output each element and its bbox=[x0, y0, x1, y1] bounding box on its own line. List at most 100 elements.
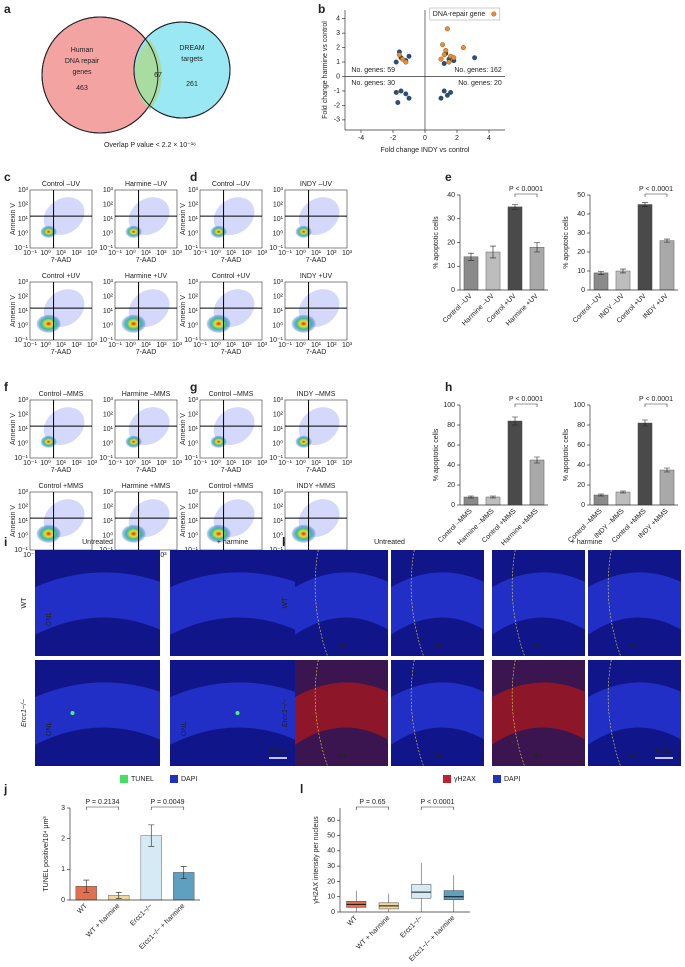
flow-x-tick: 10¹ bbox=[311, 250, 322, 257]
flow-x-tick: 10⁻¹ bbox=[108, 342, 122, 349]
tunel-spot bbox=[70, 711, 75, 715]
error-bar bbox=[642, 419, 648, 427]
flow-y-tick: 10¹ bbox=[273, 426, 284, 433]
flow-plot bbox=[114, 281, 178, 341]
flow-plot bbox=[29, 399, 93, 459]
flow-y-tick: 10⁰ bbox=[17, 229, 28, 237]
flow-x-tick: 10³ bbox=[87, 460, 98, 467]
panel-label: f bbox=[4, 380, 9, 394]
flow-x-tick: 10² bbox=[156, 250, 167, 257]
flow-x-label: 7-AAD bbox=[221, 349, 242, 356]
flow-y-tick: 10¹ bbox=[188, 216, 199, 223]
flow-y-tick: 10² bbox=[103, 503, 114, 510]
flow-x-tick: 10³ bbox=[257, 460, 268, 467]
layer-label: INL bbox=[337, 643, 348, 650]
flow-density bbox=[125, 435, 142, 448]
flow-x-tick: 10³ bbox=[257, 250, 268, 257]
flow-y-tick: 10¹ bbox=[103, 216, 114, 223]
flow-y-tick: 10⁰ bbox=[102, 531, 113, 539]
venn-overlap-count: 67 bbox=[154, 72, 162, 79]
y-tick-label: 20 bbox=[577, 482, 585, 489]
flow-density bbox=[295, 225, 312, 238]
flow-x-label: 7-AAD bbox=[136, 467, 157, 474]
image-column-label: Untreated bbox=[82, 539, 113, 546]
flow-x-tick: 10⁻¹ bbox=[23, 342, 37, 349]
point bbox=[398, 88, 404, 94]
flow-x-tick: 10⁻¹ bbox=[278, 250, 292, 257]
flow-x-tick: 10³ bbox=[87, 342, 98, 349]
p-value: P < 0.0001 bbox=[509, 396, 543, 403]
boundary bbox=[410, 549, 424, 657]
error-bar bbox=[468, 495, 474, 499]
flow-y-tick: 10⁰ bbox=[272, 439, 283, 447]
bar bbox=[637, 204, 653, 291]
flow-y-tick: 10¹ bbox=[273, 216, 284, 223]
point bbox=[438, 56, 444, 62]
flow-y-tick: 10² bbox=[103, 411, 114, 418]
point bbox=[440, 42, 446, 48]
y-tick-label: 0 bbox=[336, 73, 340, 80]
flow-y-tick: 10³ bbox=[103, 187, 114, 194]
flow-x-tick: 10¹ bbox=[226, 250, 237, 257]
boundary bbox=[607, 659, 621, 767]
y-tick-label: 10 bbox=[447, 263, 455, 270]
venn-left-label: DNA repair bbox=[65, 58, 100, 65]
point bbox=[441, 88, 447, 94]
point bbox=[460, 45, 466, 51]
flow-y-tick: 10⁻¹ bbox=[14, 547, 28, 554]
flow-y-tick: 10¹ bbox=[103, 426, 114, 433]
error-bar bbox=[598, 271, 604, 275]
layer-label: INL bbox=[534, 643, 545, 650]
p-value: P < 0.0001 bbox=[639, 186, 673, 193]
bar bbox=[615, 270, 631, 291]
flow-y-tick: 10⁰ bbox=[272, 229, 283, 237]
flow-y-tick: 10⁰ bbox=[187, 439, 198, 447]
y-tick-label: 20 bbox=[327, 878, 335, 885]
flow-y-tick: 10³ bbox=[273, 397, 284, 404]
flow-y-tick: 10¹ bbox=[18, 216, 29, 223]
x-tick-label: 2 bbox=[455, 135, 459, 142]
error-bar bbox=[512, 204, 518, 210]
y-tick-label: 60 bbox=[577, 442, 585, 449]
layer-label: ONL bbox=[46, 722, 53, 737]
flow-y-tick: 10² bbox=[273, 201, 284, 208]
significance-bracket bbox=[85, 806, 120, 810]
flow-y-tick: 10⁻¹ bbox=[184, 455, 198, 462]
y-tick-label: 0 bbox=[451, 287, 455, 294]
flow-y-label: Annexin V bbox=[180, 203, 187, 235]
flow-y-tick: 10² bbox=[103, 293, 114, 300]
flow-x-tick: 10¹ bbox=[56, 460, 67, 467]
layer-label: INL bbox=[337, 753, 348, 760]
flow-y-tick: 10³ bbox=[188, 187, 199, 194]
flow-x-tick: 10⁻¹ bbox=[108, 460, 122, 467]
panel-label: h bbox=[445, 380, 452, 394]
flow-y-label: Annexin V bbox=[180, 413, 187, 445]
x-tick-label: WT + harmine bbox=[85, 903, 121, 939]
y-tick-label: 0 bbox=[331, 909, 335, 916]
flow-title: INDY –MMS bbox=[297, 391, 336, 398]
flow-x-tick: 10¹ bbox=[141, 460, 152, 467]
error-bar bbox=[115, 892, 122, 899]
flow-x-label: 7-AAD bbox=[221, 257, 242, 264]
bar bbox=[593, 272, 609, 291]
flow-x-tick: 10⁻¹ bbox=[193, 460, 207, 467]
flow-y-tick: 10⁻¹ bbox=[184, 245, 198, 252]
box bbox=[443, 890, 464, 901]
error-bar bbox=[620, 268, 626, 274]
y-tick-label: 100 bbox=[573, 402, 585, 409]
significance-bracket bbox=[514, 403, 538, 407]
y-tick-label: 2 bbox=[336, 44, 340, 51]
y-axis-label: % apoptotic cells bbox=[433, 428, 440, 481]
flow-x-tick: 10¹ bbox=[226, 460, 237, 467]
point bbox=[443, 48, 449, 53]
flow-x-tick: 10⁰ bbox=[210, 459, 221, 467]
flow-y-tick: 10³ bbox=[188, 279, 199, 286]
error-bar bbox=[83, 879, 90, 893]
flow-x-tick: 10² bbox=[156, 342, 167, 349]
flow-x-tick: 10⁰ bbox=[125, 341, 136, 349]
flow-density bbox=[210, 435, 227, 448]
flow-y-tick: 10³ bbox=[103, 279, 114, 286]
flow-title: INDY +UV bbox=[300, 273, 333, 280]
panel-label: l bbox=[300, 782, 303, 796]
